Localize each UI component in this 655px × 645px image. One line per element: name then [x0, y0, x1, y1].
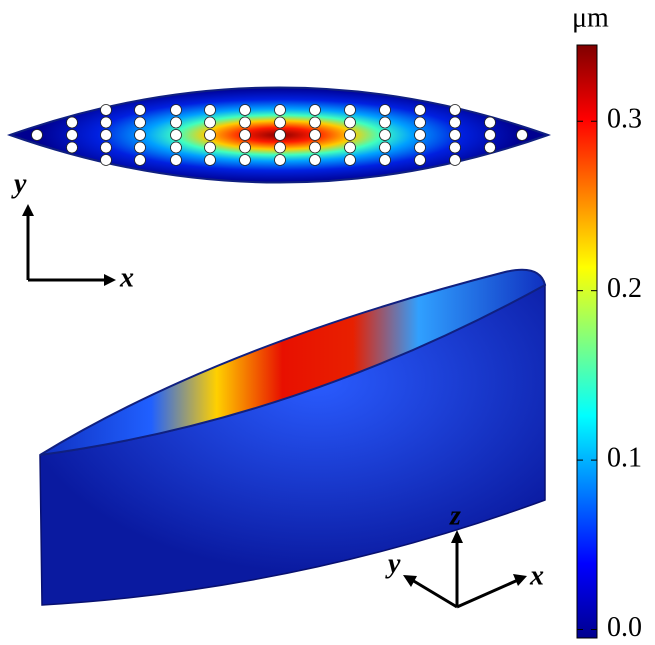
hole: [101, 130, 112, 141]
figure: y x z y x μm 0.0 0.1 0.2 0.3: [0, 0, 655, 645]
hole: [450, 155, 461, 166]
hole: [380, 142, 391, 153]
axis-label-y: y: [11, 168, 27, 199]
hole: [205, 142, 216, 153]
holes: [32, 105, 528, 166]
hole: [415, 117, 426, 128]
axis-label-x: x: [119, 262, 134, 293]
hole: [485, 130, 496, 141]
hole: [101, 117, 112, 128]
hole: [345, 155, 356, 166]
body-front: [40, 285, 545, 605]
hole: [67, 117, 78, 128]
hole: [485, 117, 496, 128]
hole: [135, 155, 146, 166]
hole: [205, 117, 216, 128]
hole: [450, 142, 461, 153]
hole: [135, 105, 146, 116]
hole: [240, 117, 251, 128]
hole: [380, 155, 391, 166]
hole: [135, 130, 146, 141]
hole: [310, 105, 321, 116]
colorbar-tick-label: 0.3: [607, 104, 642, 135]
hole: [135, 117, 146, 128]
hole: [345, 130, 356, 141]
axis-label-x: x: [529, 560, 544, 591]
hole: [171, 105, 182, 116]
hole: [135, 142, 146, 153]
hole: [450, 105, 461, 116]
hole: [275, 130, 286, 141]
hole: [275, 155, 286, 166]
axis-label-z: z: [449, 500, 461, 531]
arrow-heads: [22, 204, 116, 286]
colorbar-tick-label: 0.1: [607, 443, 642, 474]
hole: [485, 142, 496, 153]
hole: [205, 105, 216, 116]
colorbar-unit: μm: [572, 2, 609, 33]
hole: [67, 130, 78, 141]
hole: [345, 142, 356, 153]
hole: [415, 142, 426, 153]
hole: [310, 130, 321, 141]
hole: [67, 142, 78, 153]
hole: [101, 155, 112, 166]
hole: [205, 155, 216, 166]
hole: [32, 130, 43, 141]
hole: [517, 130, 528, 141]
hole: [310, 142, 321, 153]
colorbar-tick-label: 0.2: [607, 273, 642, 304]
hole: [310, 155, 321, 166]
hole: [275, 105, 286, 116]
hole: [240, 142, 251, 153]
hole: [380, 130, 391, 141]
hole: [345, 117, 356, 128]
hole: [101, 142, 112, 153]
hole: [171, 155, 182, 166]
hole: [380, 105, 391, 116]
hole: [171, 130, 182, 141]
hole: [171, 142, 182, 153]
iso-axes: [412, 540, 518, 607]
hole: [415, 130, 426, 141]
hole: [275, 117, 286, 128]
hole: [101, 105, 112, 116]
colorbar: [577, 45, 597, 638]
hole: [415, 155, 426, 166]
hole: [240, 130, 251, 141]
hole: [240, 105, 251, 116]
top-axes: [28, 212, 108, 280]
axis-label-y: y: [385, 548, 401, 579]
hole: [205, 130, 216, 141]
hole: [380, 117, 391, 128]
colorbar-tick-label: 0.0: [607, 612, 642, 643]
hole: [450, 130, 461, 141]
hole: [171, 117, 182, 128]
hole: [450, 117, 461, 128]
hole: [240, 155, 251, 166]
hole: [345, 105, 356, 116]
hole: [275, 142, 286, 153]
hole: [310, 117, 321, 128]
hole: [415, 105, 426, 116]
